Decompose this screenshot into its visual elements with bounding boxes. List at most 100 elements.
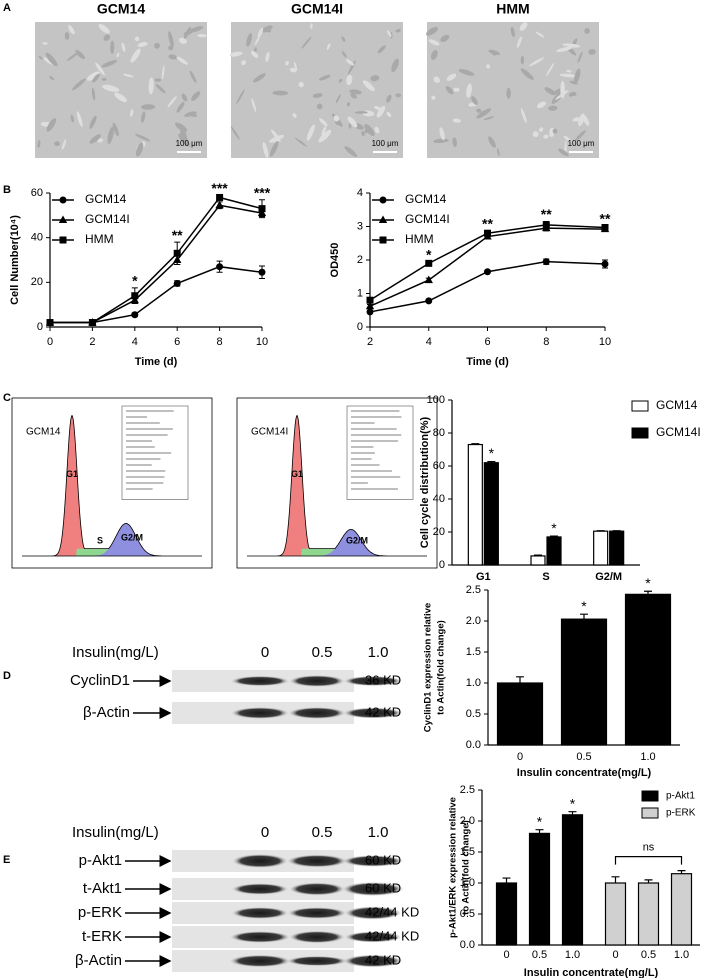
cell (154, 78, 162, 82)
legend-label: GCM14 (85, 192, 127, 206)
cell (176, 101, 185, 113)
cell (46, 118, 57, 132)
size-label: 42 KD (365, 952, 401, 967)
y-axis-title: to Actin(fold change) (461, 820, 472, 915)
cell (556, 46, 573, 53)
cell (167, 96, 177, 108)
marker (601, 224, 609, 232)
cell (341, 51, 347, 58)
band (230, 675, 290, 687)
cell (390, 32, 393, 39)
x-tick-label: 8 (217, 336, 223, 348)
marker (258, 268, 266, 276)
size-label: 60 KD (365, 880, 401, 895)
cell (71, 78, 86, 91)
marker (484, 268, 491, 276)
cell (377, 45, 386, 54)
y-tick-label: 1.0 (460, 877, 475, 889)
cell (528, 57, 544, 67)
y-tick-label: 1.0 (466, 677, 481, 689)
g1-area (52, 415, 92, 556)
y-tick-label: 4 (357, 187, 363, 199)
band (344, 931, 402, 943)
cell (386, 30, 392, 37)
cell (241, 60, 247, 66)
x-axis-title: Insulin concentrate(mg/L) (524, 967, 659, 978)
annotation: * (489, 445, 495, 461)
annotation: ** (541, 206, 552, 222)
cell (520, 108, 527, 123)
cell (570, 91, 577, 97)
legend-label: GCM14 (405, 192, 447, 206)
bracket (614, 856, 683, 865)
band (342, 954, 404, 968)
protein-label: t-Akt1 (83, 880, 122, 897)
bar (546, 536, 562, 566)
x-tick-label: 10 (256, 336, 268, 348)
cell (476, 108, 482, 113)
annotation: *** (211, 180, 228, 196)
band (288, 707, 346, 719)
marker (58, 215, 68, 223)
image-title: GCM14 (97, 1, 145, 17)
band (286, 955, 348, 967)
cell (341, 36, 346, 42)
cell (130, 109, 134, 117)
x-tick-label: S (542, 571, 549, 583)
image-title: HMM (496, 1, 529, 17)
cell (335, 120, 340, 126)
cell (294, 61, 298, 71)
cell (496, 148, 500, 156)
cell (183, 26, 192, 39)
band (342, 855, 404, 867)
cell (310, 23, 313, 29)
cell (191, 114, 198, 117)
cell (370, 75, 380, 82)
panel-letter: B (3, 184, 11, 196)
cell (184, 111, 197, 117)
insulin-label: Insulin(mg/L) (72, 644, 159, 661)
y-tick-label: 20 (433, 526, 445, 538)
marker (424, 275, 433, 284)
cell (135, 133, 151, 142)
size-label: 42/44 KD (365, 928, 419, 943)
bar (467, 443, 483, 566)
marker (379, 196, 387, 204)
cell (289, 67, 297, 73)
cell (130, 48, 141, 63)
band (342, 707, 404, 719)
cell (116, 52, 120, 58)
cell (37, 139, 41, 148)
cell (265, 27, 271, 33)
cell (346, 102, 351, 107)
cell (445, 86, 454, 95)
cell (148, 77, 154, 95)
marker (131, 292, 139, 300)
bar (483, 462, 499, 566)
y-tick-label: 1.5 (460, 846, 475, 858)
cell (569, 80, 579, 85)
cell (54, 141, 60, 147)
scale-label: 100 μm (372, 139, 399, 148)
cell (292, 113, 297, 118)
cell (471, 96, 478, 105)
cell (68, 25, 75, 35)
dose-label: 0.5 (312, 644, 333, 661)
cell (440, 34, 450, 42)
cell (376, 105, 386, 118)
annotation: * (537, 813, 543, 829)
y-tick-label: 1.5 (466, 646, 481, 658)
cell (538, 127, 544, 132)
cell (577, 51, 583, 64)
marker (425, 297, 433, 305)
y-axis-title: OD450 (329, 243, 341, 278)
cell (506, 87, 511, 99)
cell (510, 26, 516, 38)
x-tick-label: 4 (426, 336, 432, 348)
panel-letter: D (3, 670, 11, 682)
g2m-area (96, 523, 156, 556)
bar (624, 593, 672, 746)
x-axis-title: Time (d) (135, 356, 178, 368)
cell (395, 29, 401, 33)
cell (574, 117, 579, 122)
